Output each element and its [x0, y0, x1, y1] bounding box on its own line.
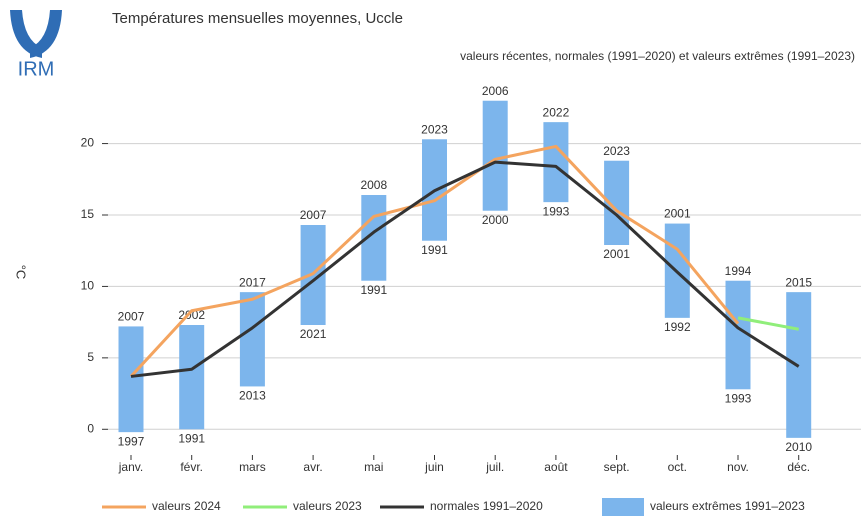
- max-year-label: 2006: [482, 84, 509, 98]
- min-year-label: 2001: [603, 247, 630, 261]
- legend-label: normales 1991–2020: [430, 499, 543, 513]
- min-year-label: 1991: [421, 243, 448, 257]
- min-year-label: 1993: [725, 391, 752, 405]
- logo-shape: [30, 10, 62, 58]
- x-tick-label: août: [544, 460, 568, 474]
- y-tick-label: 20: [81, 136, 95, 150]
- x-tick-label: avr.: [303, 460, 322, 474]
- max-year-label: 2007: [118, 310, 145, 324]
- x-tick-label: janv.: [118, 460, 143, 474]
- min-year-label: 1991: [360, 283, 387, 297]
- range-bar: [179, 325, 205, 430]
- max-year-label: 2023: [603, 144, 630, 158]
- legend-label: valeurs 2023: [293, 499, 362, 513]
- x-tick-label: nov.: [727, 460, 749, 474]
- x-tick-label: mars: [239, 460, 266, 474]
- min-year-label: 1992: [664, 320, 691, 334]
- x-tick-label: juil.: [485, 460, 504, 474]
- min-year-label: 1991: [178, 431, 205, 445]
- series-line: [130, 160, 800, 378]
- x-tick-label: sept.: [604, 460, 630, 474]
- min-year-label: 2021: [300, 327, 327, 341]
- x-tick-label: mai: [364, 460, 383, 474]
- max-year-label: 1994: [725, 264, 752, 278]
- range-bar: [543, 122, 569, 203]
- series-line: [737, 316, 799, 331]
- legend-label: valeurs extrêmes 1991–2023: [650, 499, 805, 513]
- chart-title: Températures mensuelles moyennes, Uccle: [112, 10, 403, 27]
- y-tick-label: 15: [81, 207, 95, 221]
- max-year-label: 2022: [543, 105, 570, 119]
- logo: IRM: [10, 10, 62, 80]
- range-bar: [118, 326, 144, 433]
- y-tick-label: 10: [81, 279, 95, 293]
- min-year-label: 2000: [482, 213, 509, 227]
- y-tick-label: 5: [87, 350, 94, 364]
- x-tick-label: juin: [424, 460, 444, 474]
- y-tick-label: 0: [87, 421, 94, 435]
- series-line: [129, 144, 740, 378]
- x-tick-label: déc.: [787, 460, 810, 474]
- max-year-label: 2008: [360, 178, 387, 192]
- min-year-label: 1997: [118, 434, 145, 448]
- max-year-label: 2023: [421, 122, 448, 136]
- max-year-label: 2007: [300, 208, 327, 222]
- max-year-label: 2015: [785, 275, 812, 289]
- max-year-label: 2001: [664, 207, 691, 221]
- x-tick-label: févr.: [180, 460, 203, 474]
- max-year-label: 2017: [239, 275, 266, 289]
- min-year-label: 2010: [785, 440, 812, 454]
- range-bar: [482, 100, 508, 211]
- range-bar: [725, 280, 751, 390]
- range-bar: [239, 292, 265, 387]
- x-tick-label: oct.: [668, 460, 687, 474]
- logo-text: IRM: [18, 58, 55, 80]
- legend-swatch: [602, 498, 644, 516]
- legend-label: valeurs 2024: [152, 499, 221, 513]
- min-year-label: 2013: [239, 389, 266, 403]
- chart-subtitle: valeurs récentes, normales (1991–2020) e…: [460, 49, 855, 63]
- y-axis-label: °C: [14, 265, 29, 280]
- min-year-label: 1993: [543, 204, 570, 218]
